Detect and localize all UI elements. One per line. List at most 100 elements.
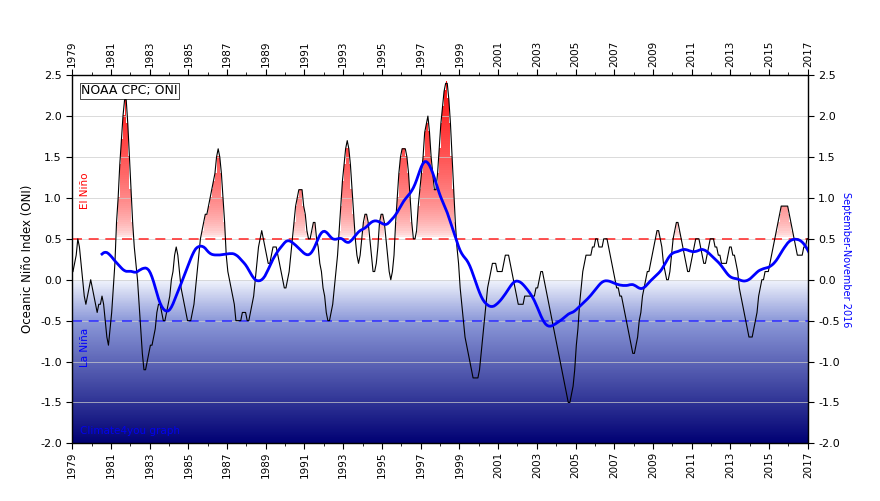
Bar [72, 246, 808, 247]
Bar [72, 170, 808, 171]
Bar [72, 424, 808, 425]
Bar [72, 162, 808, 163]
Bar [72, 204, 808, 205]
Bar [72, 287, 808, 288]
Bar [72, 378, 808, 379]
Bar [72, 175, 808, 176]
Bar [72, 81, 808, 82]
Bar [72, 322, 808, 323]
Bar [72, 110, 808, 111]
Bar [72, 398, 808, 399]
Bar [72, 172, 808, 173]
Bar [72, 429, 808, 430]
Bar [72, 288, 808, 289]
Bar [72, 89, 808, 90]
Bar [72, 98, 808, 99]
Bar [72, 284, 808, 285]
Bar [72, 181, 808, 182]
Bar [72, 315, 808, 316]
Bar [72, 219, 808, 220]
Bar [72, 385, 808, 386]
Text: El Niño: El Niño [80, 173, 91, 209]
Bar [72, 269, 808, 270]
Bar [72, 105, 808, 106]
Bar [72, 412, 808, 413]
Bar [72, 150, 808, 151]
Bar [72, 177, 808, 178]
Bar [72, 206, 808, 207]
Bar [72, 306, 808, 307]
Bar [72, 232, 808, 233]
Bar [72, 294, 808, 295]
Bar [72, 381, 808, 382]
Bar [72, 403, 808, 404]
Bar [72, 368, 808, 369]
Bar [72, 402, 808, 403]
Bar [72, 423, 808, 424]
Bar [72, 314, 808, 315]
Bar [72, 413, 808, 414]
Bar [72, 374, 808, 375]
Bar [72, 245, 808, 246]
Bar [72, 351, 808, 352]
Bar [72, 119, 808, 120]
Bar [72, 146, 808, 147]
Bar [72, 211, 808, 212]
Bar [72, 78, 808, 79]
Bar [72, 422, 808, 423]
Bar [72, 354, 808, 355]
Bar [72, 280, 808, 281]
Bar [72, 369, 808, 370]
Bar [72, 184, 808, 185]
Bar [72, 342, 808, 343]
Bar [72, 166, 808, 167]
Bar [72, 250, 808, 251]
Bar [72, 366, 808, 367]
Bar [72, 292, 808, 293]
Bar [72, 140, 808, 141]
Bar [72, 94, 808, 95]
Bar [72, 171, 808, 172]
Bar [72, 312, 808, 313]
Bar [72, 253, 808, 254]
Bar [72, 290, 808, 291]
Bar [72, 343, 808, 344]
Bar [72, 350, 808, 351]
Bar [72, 164, 808, 165]
Bar [72, 158, 808, 159]
Bar [72, 392, 808, 393]
Bar [72, 92, 808, 93]
Bar [72, 236, 808, 237]
Bar [72, 155, 808, 156]
Bar [72, 103, 808, 104]
Bar [72, 399, 808, 400]
Bar [72, 161, 808, 162]
Bar [72, 346, 808, 347]
Bar [72, 349, 808, 350]
Bar [72, 327, 808, 328]
Bar [72, 198, 808, 199]
Bar [72, 116, 808, 117]
Bar [72, 234, 808, 235]
Bar [72, 100, 808, 101]
Bar [72, 361, 808, 362]
Bar [72, 394, 808, 395]
Bar [72, 241, 808, 242]
Bar [72, 142, 808, 143]
Bar [72, 298, 808, 299]
Bar [72, 433, 808, 434]
Bar [72, 77, 808, 78]
Bar [72, 380, 808, 381]
Bar [72, 334, 808, 335]
Text: NOAA CPC; ONI: NOAA CPC; ONI [81, 84, 178, 97]
Bar [72, 114, 808, 115]
Bar [72, 388, 808, 389]
Bar [72, 362, 808, 363]
Bar [72, 266, 808, 267]
Bar [72, 258, 808, 259]
Bar [72, 418, 808, 419]
Bar [72, 347, 808, 348]
Bar [72, 401, 808, 402]
Bar [72, 406, 808, 407]
Bar [72, 344, 808, 345]
